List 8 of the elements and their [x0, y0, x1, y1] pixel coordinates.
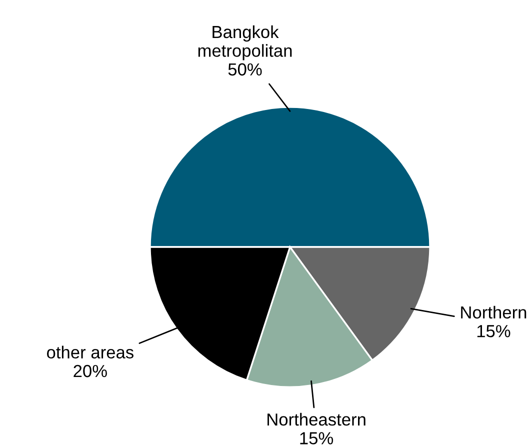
slice-label: Northern: [461, 306, 526, 319]
slice-label: Bangkok metropolitan: [198, 25, 292, 60]
slice-label: Northeastern: [268, 412, 366, 426]
slice-label: other areas: [47, 346, 134, 358]
data-label: 50%: [228, 63, 262, 76]
data-label: 15%: [300, 432, 334, 444]
data-label: 15%: [477, 325, 510, 338]
data-label: 20%: [74, 364, 107, 378]
